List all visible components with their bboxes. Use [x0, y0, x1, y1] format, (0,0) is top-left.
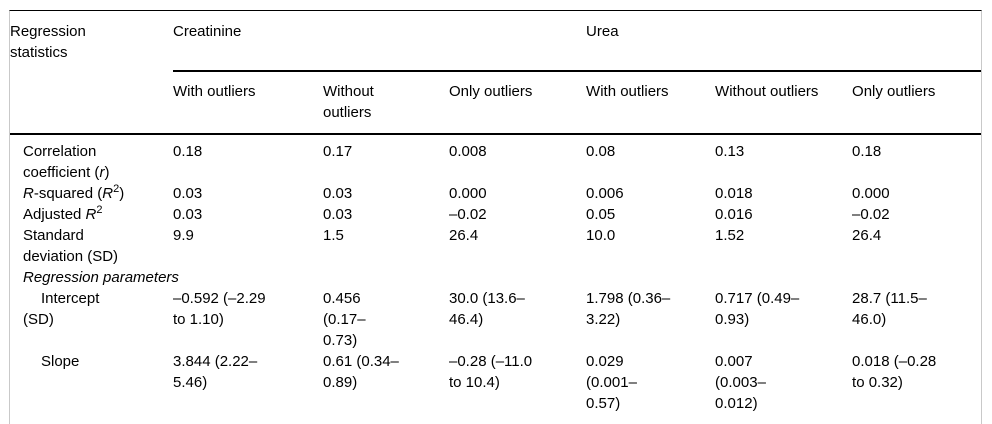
value-cell: 0.18 [852, 143, 882, 160]
row-label-slope: Slope [41, 353, 80, 370]
table-row: Adjusted R2 0.03 0.03 –0.02 0.05 0.016 –… [10, 204, 981, 225]
value-cell: 30.0 (13.6– 46.4) [449, 290, 525, 328]
value-cell: 0.18 [173, 143, 203, 160]
subheader-urea-only-outliers: Only outliers [852, 71, 981, 135]
value-cell: 0.03 [323, 206, 353, 223]
value-cell: 26.4 [449, 227, 479, 244]
value-cell: 0.03 [173, 206, 203, 223]
row-label-adjusted-r-squared: Adjusted R2 [23, 204, 103, 224]
subheader-row: With outliers Without outliers Only outl… [10, 71, 981, 135]
value-cell: 0.006 [586, 185, 624, 202]
stats-table: Regression statistics Creatinine Urea Wi… [10, 11, 981, 424]
table-row: R-squared (R2) 0.03 0.03 0.000 0.006 0.0… [10, 183, 981, 204]
value-cell: 10.0 [586, 227, 616, 244]
row-label-correlation-coefficient: Correlation coefficient (r) [23, 143, 110, 181]
row-label-intercept-sd: Intercept (SD) [23, 290, 100, 328]
row-label-regression-parameters: Regression parameters [23, 269, 179, 286]
value-cell: 0.456 (0.17– 0.73) [323, 290, 366, 349]
value-cell: 0.08 [586, 143, 616, 160]
value-cell: 0.17 [323, 143, 353, 160]
value-cell: 0.018 [715, 185, 753, 202]
regression-statistics-table: Regression statistics Creatinine Urea Wi… [9, 10, 982, 424]
value-cell: –0.28 (–11.0 to 10.4) [449, 353, 533, 391]
value-cell: 28.7 (11.5– 46.0) [852, 290, 927, 328]
value-cell: 0.03 [173, 185, 203, 202]
table-row: Regression parameters [10, 267, 981, 288]
value-cell: 9.9 [173, 227, 194, 244]
value-cell: 0.029 (0.001– 0.57) [586, 353, 637, 412]
table-row: Standard deviation (SD) 9.9 1.5 26.4 10.… [10, 225, 981, 267]
group-header-row: Regression statistics Creatinine Urea [10, 11, 981, 135]
value-cell: 0.61 (0.34– 0.89) [323, 353, 399, 391]
value-cell: 1.52 [715, 227, 745, 244]
subheader-creatinine-with-outliers: With outliers [173, 71, 323, 135]
value-cell: 0.000 [449, 185, 487, 202]
subheader-urea-with-outliers: With outliers [586, 71, 716, 135]
row-label-r-squared: R-squared (R2) [23, 183, 125, 203]
group-header-creatinine: Creatinine [173, 11, 587, 72]
corner-header: Regression statistics [10, 11, 173, 135]
row-label-standard-deviation: Standard deviation (SD) [23, 227, 119, 265]
table-row: Correlation coefficient (r) 0.18 0.17 0.… [10, 134, 981, 183]
value-cell: 0.007 (0.003– 0.012) [715, 353, 766, 412]
subheader-urea-without-outliers: Without outliers [715, 71, 853, 135]
table-row: Intercept (SD) –0.592 (–2.29 to 1.10) 0.… [10, 288, 981, 351]
value-cell: –0.02 [852, 206, 890, 223]
value-cell: 1.5 [323, 227, 344, 244]
value-cell: 3.844 (2.22– 5.46) [173, 353, 258, 391]
value-cell: 26.4 [852, 227, 882, 244]
value-cell: 0.717 (0.49– 0.93) [715, 290, 800, 328]
group-header-urea: Urea [586, 11, 981, 72]
value-cell: 0.13 [715, 143, 745, 160]
subheader-creatinine-without-outliers: Without outliers [323, 71, 449, 135]
value-cell: 0.000 [852, 185, 890, 202]
value-cell: 0.05 [586, 206, 616, 223]
value-cell: 0.018 (–0.28 to 0.32) [852, 353, 937, 391]
subheader-creatinine-only-outliers: Only outliers [449, 71, 587, 135]
value-cell: –0.592 (–2.29 to 1.10) [173, 290, 266, 328]
table-row: Slope 3.844 (2.22– 5.46) 0.61 (0.34– 0.8… [10, 351, 981, 424]
value-cell: –0.02 [449, 206, 487, 223]
value-cell: 0.016 [715, 206, 753, 223]
value-cell: 1.798 (0.36– 3.22) [586, 290, 671, 328]
value-cell: 0.03 [323, 185, 353, 202]
value-cell: 0.008 [449, 143, 487, 160]
